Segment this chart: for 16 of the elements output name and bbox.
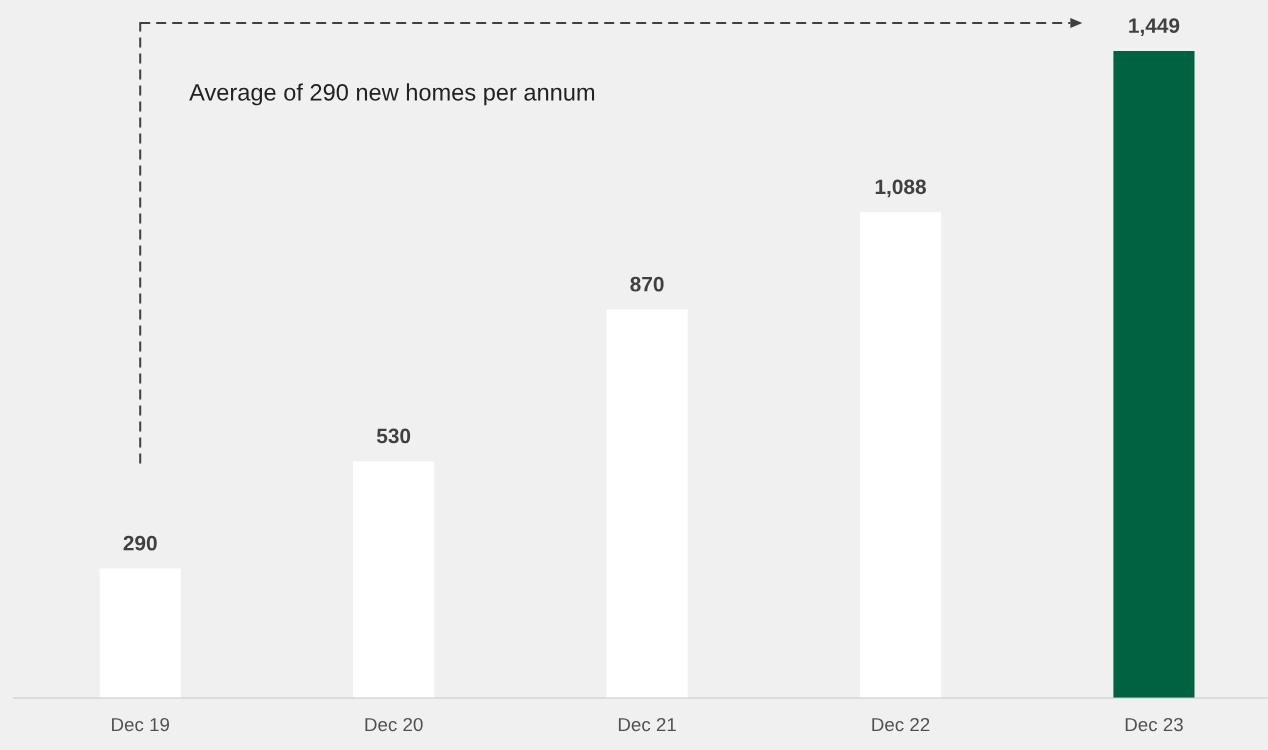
data-label: 290 [123,535,157,551]
bar [353,461,435,698]
x-tick-label: Dec 22 [872,717,930,732]
bar [859,212,942,698]
data-label: 1,088 [875,179,926,198]
bar [99,568,181,698]
data-label: 870 [630,276,664,292]
bar [606,309,688,698]
x-tick-label: Dec 20 [365,717,423,732]
bar [1113,51,1195,698]
annotation: Average of 290 new homes per annum [189,83,595,106]
x-tick-label: Dec 21 [618,717,676,732]
data-label: 1,449 [1129,18,1180,37]
x-tick-label: Dec 23 [1125,717,1183,732]
x-tick-label: Dec 19 [112,717,170,732]
data-label: 530 [376,428,411,444]
